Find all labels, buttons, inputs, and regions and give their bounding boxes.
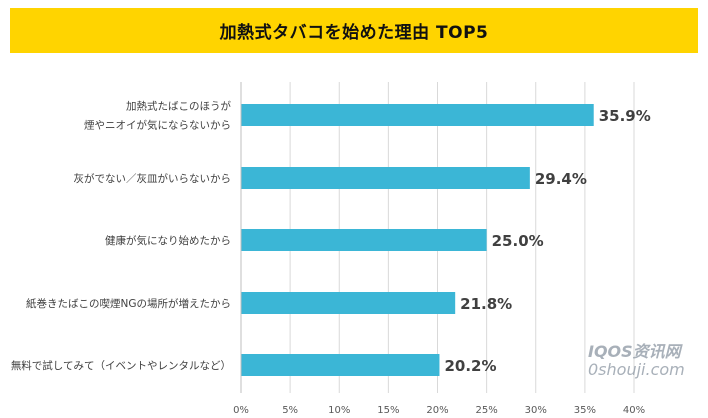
watermark-line2: 0shouji.com	[588, 360, 685, 380]
x-tick-label: 0%	[233, 405, 249, 416]
x-tick-label: 20%	[426, 405, 448, 416]
category-label: 灰がでない／灰皿がいらないから	[74, 172, 232, 185]
category-label: 健康が気になり始めたから	[105, 234, 231, 247]
value-label: 25.0%	[492, 232, 544, 250]
watermark: IQOS资讯网 0shouji.com	[588, 342, 685, 380]
watermark-line1: IQOS资讯网	[588, 342, 681, 361]
x-tick-label: 25%	[476, 405, 498, 416]
bar	[241, 354, 440, 376]
x-tick-label: 5%	[282, 405, 298, 416]
value-label: 35.9%	[599, 107, 651, 125]
category-label: 加熱式たばこのほうが	[126, 100, 231, 113]
value-label: 21.8%	[460, 295, 512, 313]
x-tick-label: 30%	[525, 405, 547, 416]
value-label: 20.2%	[444, 357, 496, 375]
x-tick-label: 40%	[623, 405, 645, 416]
value-label: 29.4%	[535, 170, 587, 188]
bar	[241, 167, 530, 189]
bar	[241, 104, 594, 126]
bar	[241, 229, 487, 251]
chart-title: 加熱式タバコを始めた理由 TOP5	[219, 23, 489, 43]
category-label: 無料で試してみて（イベントやレンタルなど）	[11, 359, 231, 372]
category-label: 煙やニオイが気にならないから	[84, 119, 231, 132]
title-banner: 加熱式タバコを始めた理由 TOP5	[10, 8, 698, 53]
x-tick-label: 35%	[574, 405, 596, 416]
category-label: 紙巻きたばこの喫煙NGの場所が増えたから	[26, 297, 231, 310]
bar	[241, 292, 456, 314]
x-tick-label: 15%	[377, 405, 399, 416]
x-tick-label: 10%	[328, 405, 350, 416]
